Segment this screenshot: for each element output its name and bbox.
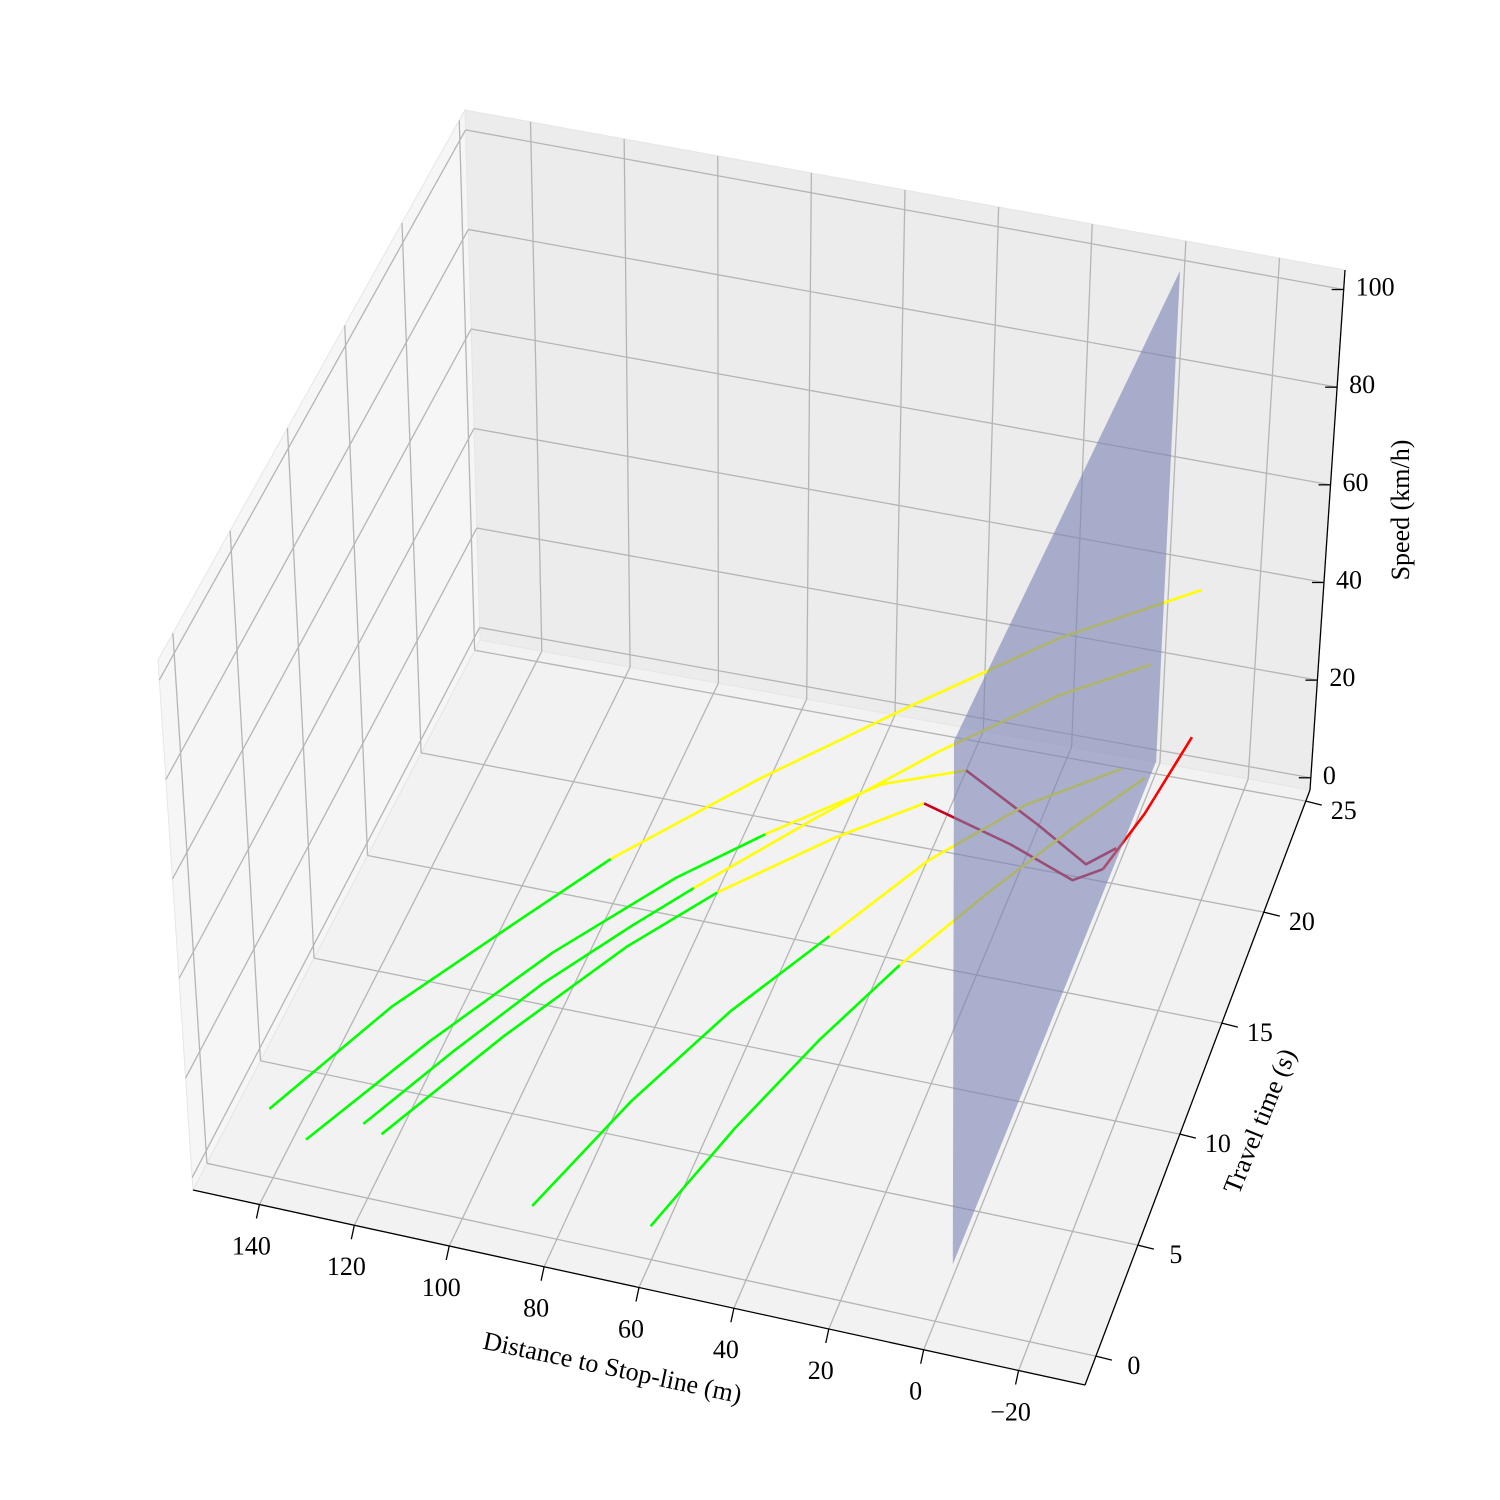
z-tick-label: 60 [1343, 468, 1369, 497]
grid-line [717, 155, 720, 684]
x-axis-line [192, 1189, 1086, 1386]
grid-line [806, 172, 813, 700]
tick-mark [730, 1308, 735, 1323]
x-tick-label: 20 [808, 1356, 834, 1385]
grid-line [465, 129, 1344, 291]
grid-line [158, 129, 467, 681]
trajectory [531, 935, 831, 1207]
grid-line [471, 328, 1331, 486]
y-axis-line [1084, 789, 1311, 1386]
grid-line [479, 626, 1311, 779]
trajectory [764, 769, 967, 836]
grid-line [367, 854, 1222, 1024]
x-tick-label: 40 [713, 1335, 739, 1364]
tick-mark [1014, 1370, 1020, 1385]
grid-line [476, 527, 1318, 681]
grid-line [172, 633, 208, 1164]
z-tick-label: 0 [1323, 761, 1336, 790]
x-axis-label: Distance to Stop-line (m) [481, 1326, 745, 1409]
grid-line [923, 762, 1161, 1350]
tick-mark [920, 1349, 925, 1364]
grid-line [191, 627, 481, 1178]
x-tick-label: −20 [990, 1397, 1031, 1426]
grid-line [260, 1060, 1139, 1246]
trajectory [716, 802, 925, 894]
grid-line [473, 427, 1325, 584]
stop-plane-layer [952, 270, 1180, 1265]
trajectory [362, 886, 695, 1125]
grid-line [286, 428, 315, 959]
tick-mark [1137, 1244, 1155, 1250]
tick-mark [445, 1245, 450, 1261]
grid-line [1247, 258, 1281, 779]
tick-mark [1221, 1022, 1239, 1028]
trajectory [305, 833, 766, 1141]
grid-line [353, 666, 631, 1226]
trajectory [380, 891, 718, 1136]
grid-line [185, 527, 478, 1079]
grid-line [313, 957, 1180, 1135]
tick-mark [1263, 911, 1280, 917]
trajectory [268, 857, 612, 1110]
grid [158, 120, 1344, 1371]
grid-line [1159, 241, 1187, 763]
grid-line [1017, 778, 1249, 1371]
grid-line [344, 325, 369, 856]
trajectory [649, 964, 901, 1228]
tick-mark [825, 1328, 830, 1344]
grid-line [171, 328, 472, 880]
grid-line [206, 1162, 1097, 1357]
grid-line [178, 428, 475, 979]
z-tick-label: 40 [1336, 565, 1362, 594]
tick-mark [1179, 1133, 1197, 1139]
y-tick-label: 0 [1127, 1351, 1140, 1380]
grid-line [258, 650, 543, 1205]
stop-plane [952, 270, 1180, 1265]
grid-line [733, 730, 984, 1309]
side-pane [157, 108, 481, 1192]
grid-line [401, 222, 422, 753]
y-tick-label: 15 [1247, 1018, 1273, 1047]
grid-line [543, 698, 808, 1268]
z-axis-label: Speed (km/h) [1386, 440, 1415, 581]
grid-line [894, 189, 906, 716]
grid-line [229, 530, 262, 1061]
grid-line [448, 682, 719, 1247]
grid-line [165, 229, 469, 780]
x-tick-label: 0 [909, 1377, 922, 1406]
grid-line [529, 121, 543, 652]
y-tick-label: 20 [1289, 907, 1315, 936]
y-tick-label: 5 [1169, 1240, 1182, 1269]
tick-mark [1305, 800, 1322, 806]
grid-line [982, 207, 1000, 731]
x-tick-label: 140 [232, 1231, 271, 1260]
z-tick-label: 80 [1349, 370, 1375, 399]
grid-line [458, 120, 476, 651]
grid-line [420, 752, 1264, 913]
x-tick-label: 80 [523, 1294, 549, 1323]
z-tick-label: 20 [1329, 663, 1355, 692]
axes: 140 120 100 80 60 40 20 0 −20 0 5 10 15 20 25 0 20 40 60 80… [192, 269, 1395, 1426]
tick-mark [635, 1287, 640, 1302]
grid-line [623, 138, 631, 668]
x-tick-label: 120 [327, 1252, 366, 1281]
x-tick-label: 100 [422, 1273, 461, 1302]
grid-line [468, 228, 1338, 388]
tick-mark [350, 1225, 355, 1240]
x-tick-label: 60 [618, 1314, 644, 1343]
z-axis-line [1309, 269, 1346, 791]
z-tick-label: 100 [1356, 272, 1395, 301]
y-tick-label: 10 [1205, 1129, 1231, 1158]
tick-mark [1095, 1355, 1113, 1361]
tick-mark [255, 1204, 261, 1219]
tick-mark [540, 1266, 545, 1281]
y-axis-label: Travel time (s) [1217, 1044, 1301, 1197]
y-tick-label: 25 [1331, 796, 1357, 825]
